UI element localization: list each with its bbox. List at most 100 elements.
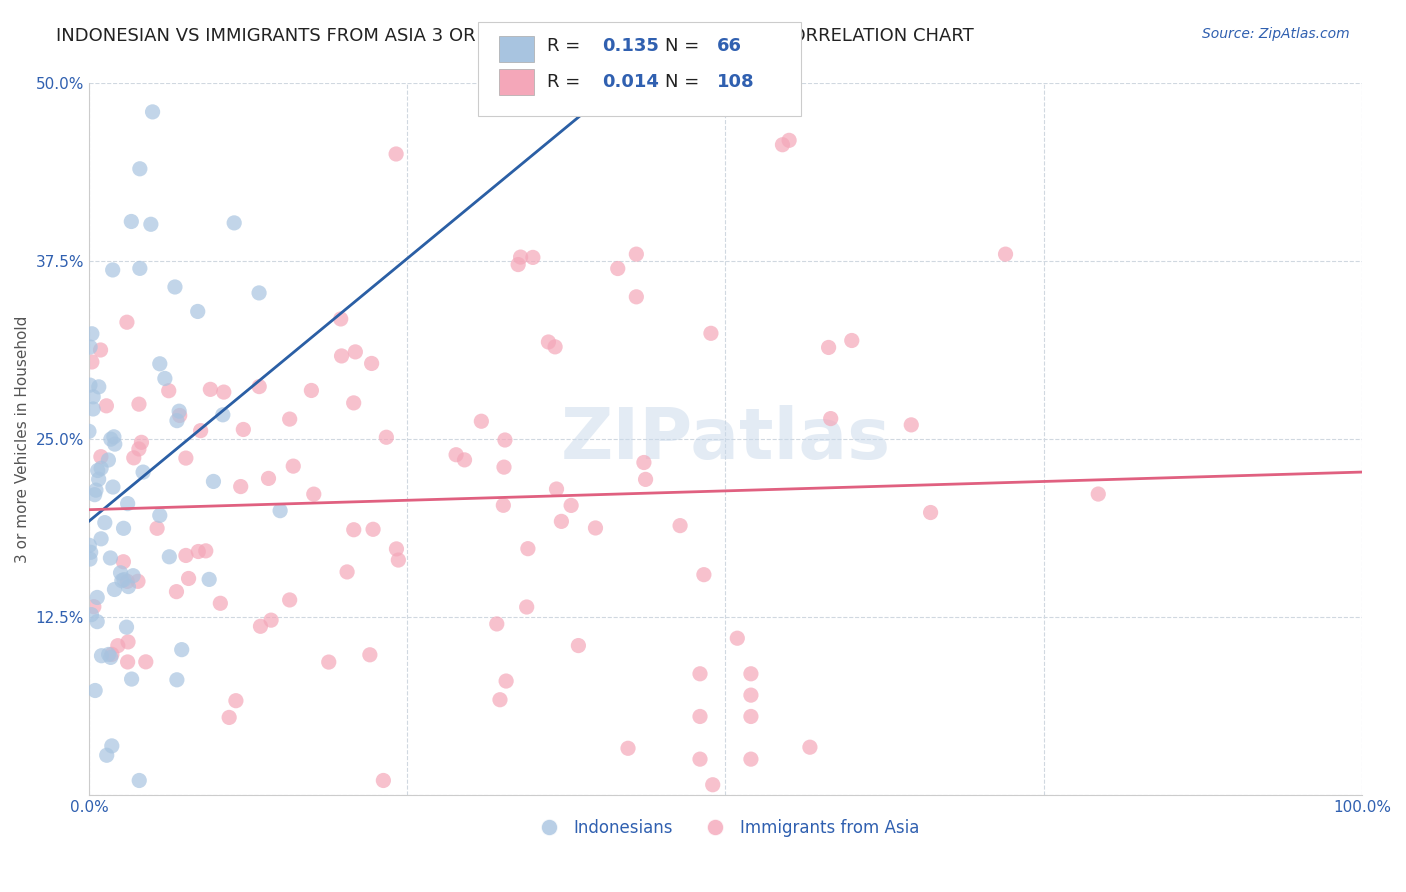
Point [79, 378, 101, 392]
Point [80, 545, 103, 559]
Point [86, 463, 108, 477]
Point [100, 551, 122, 566]
Point [174, 549, 197, 563]
Point [83, 488, 105, 502]
Point [330, 349, 353, 363]
Point [740, 666, 762, 681]
Point [128, 442, 150, 456]
Point [115, 620, 138, 634]
Point [112, 573, 135, 587]
Point [122, 568, 145, 582]
Point [83, 599, 105, 614]
Point [585, 521, 607, 535]
Point [149, 357, 172, 371]
Point [135, 655, 157, 669]
Point [80, 326, 103, 341]
Point [120, 214, 142, 228]
Text: N =: N = [665, 37, 704, 55]
Point [170, 642, 193, 657]
Point [211, 408, 233, 422]
Point [80, 607, 103, 622]
Point [131, 435, 153, 450]
Point [122, 450, 145, 465]
Text: 108: 108 [717, 73, 755, 91]
Point [209, 596, 232, 610]
Point [229, 479, 252, 493]
Point [669, 518, 692, 533]
Point [329, 312, 352, 326]
Point [626, 290, 648, 304]
Point [132, 465, 155, 479]
Point [336, 565, 359, 579]
Point [492, 498, 515, 512]
Point [117, 635, 139, 649]
Point [516, 541, 538, 556]
Point [278, 593, 301, 607]
Point [101, 263, 124, 277]
Point [740, 688, 762, 702]
Point [820, 411, 842, 425]
Point [702, 778, 724, 792]
Point [157, 549, 180, 564]
Point [128, 161, 150, 176]
Point [360, 356, 382, 370]
Point [489, 692, 512, 706]
Point [343, 396, 366, 410]
Point [100, 432, 122, 446]
Text: 0.135: 0.135 [602, 37, 658, 55]
Point [112, 555, 135, 569]
Point [86, 591, 108, 605]
Point [617, 741, 640, 756]
Point [90, 461, 112, 475]
Point [198, 573, 221, 587]
Point [103, 582, 125, 597]
Point [103, 430, 125, 444]
Point [127, 574, 149, 589]
Point [128, 261, 150, 276]
Point [87, 472, 110, 486]
Point [101, 739, 124, 753]
Point [799, 740, 821, 755]
Point [194, 544, 217, 558]
Point [700, 326, 723, 341]
Point [689, 752, 711, 766]
Point [485, 616, 508, 631]
Point [77, 425, 100, 439]
Point [110, 566, 132, 580]
Point [84, 683, 107, 698]
Point [900, 417, 922, 432]
Point [385, 541, 408, 556]
Point [841, 334, 863, 348]
Point [247, 285, 270, 300]
Y-axis label: 3 or more Vehicles in Household: 3 or more Vehicles in Household [15, 316, 30, 563]
Point [387, 553, 409, 567]
Point [187, 304, 209, 318]
Point [157, 384, 180, 398]
Point [101, 480, 124, 494]
Point [817, 341, 839, 355]
Point [86, 615, 108, 629]
Point [163, 280, 186, 294]
Point [111, 574, 134, 588]
Point [112, 521, 135, 535]
Point [187, 544, 209, 558]
Point [90, 532, 112, 546]
Text: R =: R = [547, 37, 586, 55]
Point [544, 340, 567, 354]
Point [100, 650, 122, 665]
Point [177, 571, 200, 585]
Text: INDONESIAN VS IMMIGRANTS FROM ASIA 3 OR MORE VEHICLES IN HOUSEHOLD CORRELATION C: INDONESIAN VS IMMIGRANTS FROM ASIA 3 OR … [56, 27, 974, 45]
Point [107, 639, 129, 653]
Point [247, 379, 270, 393]
Point [82, 401, 104, 416]
Legend: Indonesians, Immigrants from Asia: Indonesians, Immigrants from Asia [526, 812, 925, 843]
Point [522, 251, 544, 265]
Point [373, 773, 395, 788]
Point [689, 709, 711, 723]
Point [1087, 487, 1109, 501]
Point [149, 508, 172, 523]
Point [299, 384, 322, 398]
Point [117, 580, 139, 594]
Point [634, 472, 657, 486]
Point [104, 437, 127, 451]
